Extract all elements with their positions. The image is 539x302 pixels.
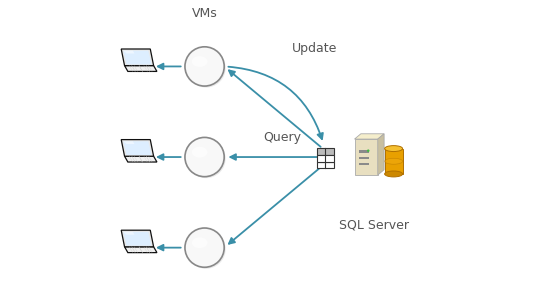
Ellipse shape — [186, 139, 226, 178]
Polygon shape — [125, 247, 157, 252]
Polygon shape — [123, 141, 151, 155]
Ellipse shape — [192, 147, 208, 158]
FancyBboxPatch shape — [385, 149, 403, 174]
Ellipse shape — [367, 149, 370, 152]
Polygon shape — [123, 232, 135, 235]
Text: Update: Update — [292, 42, 337, 55]
Polygon shape — [123, 51, 151, 64]
Ellipse shape — [185, 47, 224, 86]
FancyBboxPatch shape — [359, 157, 369, 159]
Polygon shape — [125, 66, 157, 71]
Text: VMs: VMs — [192, 7, 217, 20]
FancyBboxPatch shape — [317, 149, 334, 155]
Ellipse shape — [385, 171, 403, 177]
Ellipse shape — [185, 137, 224, 177]
Polygon shape — [121, 49, 154, 66]
Ellipse shape — [185, 228, 224, 267]
FancyBboxPatch shape — [359, 150, 369, 153]
Ellipse shape — [186, 230, 226, 269]
FancyBboxPatch shape — [355, 139, 378, 175]
Text: Query: Query — [264, 131, 301, 144]
Polygon shape — [355, 134, 384, 139]
FancyBboxPatch shape — [317, 155, 334, 162]
Ellipse shape — [385, 158, 403, 164]
Ellipse shape — [192, 237, 208, 248]
Polygon shape — [121, 140, 154, 156]
Ellipse shape — [192, 56, 208, 67]
FancyBboxPatch shape — [317, 162, 334, 169]
Polygon shape — [123, 141, 135, 144]
Ellipse shape — [186, 48, 226, 88]
Polygon shape — [125, 156, 157, 162]
Ellipse shape — [385, 146, 403, 152]
Polygon shape — [121, 230, 154, 247]
FancyBboxPatch shape — [359, 163, 369, 165]
Polygon shape — [123, 232, 151, 246]
Text: SQL Server: SQL Server — [338, 218, 409, 232]
Polygon shape — [378, 134, 384, 175]
Polygon shape — [123, 51, 135, 53]
